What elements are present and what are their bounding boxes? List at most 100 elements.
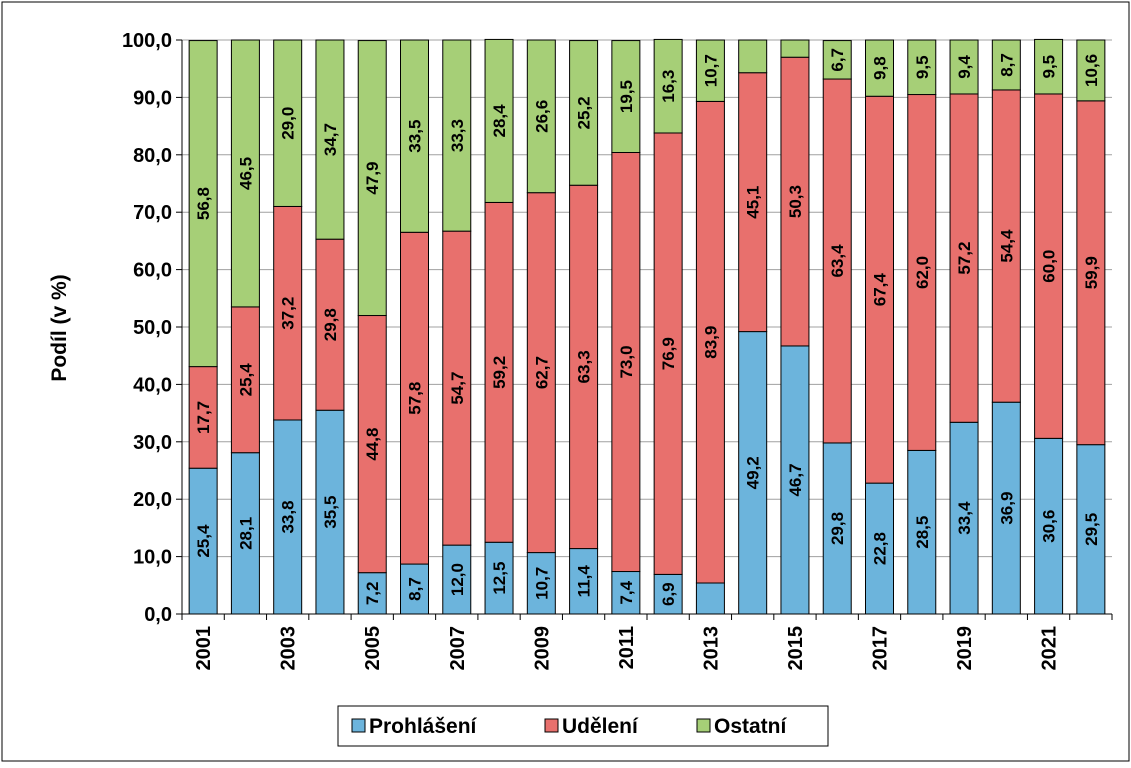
legend-label: Ostatní <box>714 715 788 738</box>
bar-segment <box>1076 444 1106 615</box>
data-label: 47,9 <box>363 162 382 195</box>
data-label: 12,5 <box>490 562 509 595</box>
data-label: 12,0 <box>448 563 467 596</box>
data-label: 6,9 <box>659 582 678 606</box>
data-label: 54,4 <box>997 229 1016 263</box>
legend-label: Udělení <box>562 715 639 738</box>
data-label: 50,3 <box>786 185 805 218</box>
bar-segment <box>357 572 387 615</box>
data-label: 6,7 <box>828 48 847 72</box>
legend-swatch <box>696 718 711 733</box>
data-label: 9,5 <box>1040 55 1059 79</box>
legend-box <box>337 705 829 747</box>
bar-segment <box>695 39 725 102</box>
bar-segment <box>442 39 472 232</box>
bar-segment <box>653 132 683 575</box>
bar-segment <box>569 184 599 550</box>
bar-segment <box>738 72 768 333</box>
data-label: 56,8 <box>194 187 213 220</box>
x-tick-label: 2015 <box>785 626 807 671</box>
bar-segment <box>822 40 852 80</box>
data-label: 36,9 <box>997 492 1016 525</box>
bar-segment <box>611 152 641 573</box>
data-label: 37,2 <box>279 297 298 330</box>
data-label: 54,7 <box>448 372 467 405</box>
data-label: 19,5 <box>617 80 636 113</box>
data-label: 62,7 <box>532 356 551 389</box>
data-label: 34,7 <box>321 123 340 156</box>
bar-segment <box>315 409 345 615</box>
legend: Prohlášení Udělení Ostatní <box>337 705 829 747</box>
x-tick-label: 2007 <box>447 626 469 671</box>
data-label: 9,4 <box>955 55 974 79</box>
legend-label: Prohlášení <box>369 715 478 738</box>
data-label: 22,8 <box>871 532 890 565</box>
y-tick-label: 90,0 <box>133 87 172 109</box>
data-label: 67,4 <box>871 273 890 307</box>
y-tick-label: 10,0 <box>133 547 172 569</box>
x-tick-label: 2011 <box>616 626 638 669</box>
data-label: 10,7 <box>701 54 720 87</box>
bar-segment <box>569 40 599 186</box>
data-label: 46,5 <box>236 157 255 190</box>
data-label: 10,7 <box>532 567 551 600</box>
data-label: 57,2 <box>955 242 974 275</box>
bar-segment <box>822 78 852 444</box>
bar-segment <box>991 89 1021 403</box>
data-label: 59,2 <box>490 356 509 389</box>
x-tick-label: 2001 <box>193 626 215 671</box>
data-label: 33,4 <box>955 501 974 535</box>
bar-segment <box>188 40 218 368</box>
bar-segment <box>907 39 937 96</box>
bar-segment <box>907 449 937 615</box>
bar-segment <box>526 39 556 194</box>
data-label: 17,7 <box>194 401 213 434</box>
x-tick-label: 2003 <box>278 626 300 671</box>
bar-segment <box>1034 437 1064 615</box>
data-label: 9,8 <box>871 56 890 80</box>
bar-segment <box>1076 39 1106 102</box>
bar-segment <box>442 230 472 546</box>
bar-segment <box>991 401 1021 615</box>
x-tick-label: 2021 <box>1039 626 1061 671</box>
bar-segment <box>695 582 725 615</box>
bar-segment <box>738 331 768 615</box>
bar-segment <box>780 345 810 615</box>
y-tick-label: 0,0 <box>144 604 172 626</box>
bar-segment <box>400 231 429 565</box>
x-tick-label: 2017 <box>870 626 892 671</box>
data-label: 25,2 <box>575 96 594 129</box>
data-label: 28,1 <box>236 517 255 550</box>
y-tick-label: 80,0 <box>133 145 172 167</box>
data-label: 8,7 <box>997 53 1016 77</box>
bar-segment <box>780 39 810 58</box>
bar-segment <box>991 39 1021 91</box>
bar-segment <box>357 40 387 317</box>
data-label: 7,2 <box>363 582 382 606</box>
y-tick-label: 20,0 <box>133 489 172 511</box>
bar-segment <box>484 38 514 203</box>
data-label: 29,8 <box>828 512 847 545</box>
bar-segment <box>949 93 979 423</box>
data-label: 29,5 <box>1082 513 1101 546</box>
data-label: 33,5 <box>406 120 425 153</box>
data-label: 33,8 <box>279 500 298 533</box>
bar-segment <box>653 38 683 134</box>
y-tick-label: 30,0 <box>133 432 172 454</box>
bar-segment <box>230 452 260 615</box>
bar-segment <box>400 39 429 233</box>
data-label: 62,0 <box>913 256 932 289</box>
data-label: 25,4 <box>236 363 255 397</box>
data-label: 63,4 <box>828 244 847 278</box>
x-tick-label: 2009 <box>531 626 553 671</box>
data-label: 35,5 <box>321 496 340 529</box>
y-tick-label: 100,0 <box>122 30 172 52</box>
data-label: 44,8 <box>363 428 382 461</box>
x-tick-label: 2005 <box>362 626 384 671</box>
legend-swatch <box>351 718 366 733</box>
y-tick-label: 40,0 <box>133 374 172 396</box>
bar-segment <box>611 40 641 154</box>
x-tick-label: 2019 <box>954 626 976 671</box>
bar-segment <box>484 201 514 543</box>
y-tick-label: 70,0 <box>133 202 172 224</box>
